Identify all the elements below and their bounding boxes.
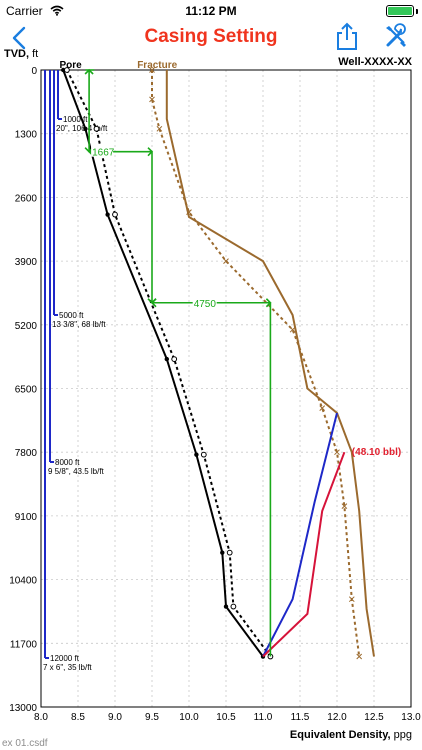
fracture-label: Fracture: [137, 60, 177, 71]
series-point: [93, 125, 100, 132]
series-point: [149, 67, 155, 73]
series-point: [149, 96, 155, 103]
series-point: [334, 449, 340, 456]
x-axis-title: Equivalent Density, ppg: [289, 729, 412, 741]
series-line-4: [262, 412, 338, 657]
casing-depth-label: 12000 ft: [50, 654, 80, 663]
y-tick-label: 0: [31, 66, 37, 77]
series-point: [105, 212, 110, 217]
arrow-label: 1667: [92, 148, 115, 159]
well-name-label: Well-XXXX-XX: [338, 56, 412, 68]
page-title: Casing Setting: [144, 26, 278, 47]
casing-depth-label: 1000 ft: [63, 115, 88, 124]
arrow-label-bg: [192, 296, 217, 308]
y-tick-label: 6500: [15, 385, 38, 396]
y-tick-label: 9100: [15, 512, 38, 523]
share-icon[interactable]: [334, 22, 360, 52]
x-tick-label: 10.5: [216, 712, 236, 723]
series-point: [356, 653, 363, 660]
series-point: [83, 126, 88, 131]
x-tick-label: 8.5: [71, 712, 85, 723]
series-point: [230, 603, 237, 610]
x-tick-label: 10.0: [179, 712, 199, 723]
series-point: [226, 549, 233, 556]
series-point: [223, 604, 229, 609]
wifi-icon: [50, 5, 64, 16]
wrench-screwdriver-icon[interactable]: [382, 23, 410, 51]
series-point: [194, 452, 199, 457]
y-tick-label: 5200: [15, 321, 38, 332]
series-point: [289, 326, 296, 333]
series-point: [156, 125, 163, 132]
clock: 11:12 PM: [185, 4, 237, 18]
carrier-label: Carrier: [6, 4, 43, 18]
y-tick-label: 2600: [15, 193, 38, 204]
x-tick-label: 12.5: [364, 712, 384, 723]
series-point: [186, 209, 192, 215]
series-point: [64, 67, 70, 73]
y-tick-label: 3900: [15, 257, 38, 268]
arrow-head: [150, 298, 157, 308]
battery-icon: [386, 5, 414, 17]
x-tick-label: 13.0: [401, 712, 421, 723]
series-point: [348, 596, 355, 603]
casing-depth-label: 8000 ft: [55, 458, 80, 467]
battery-tip: [416, 9, 418, 14]
series-point: [200, 451, 207, 458]
x-tick-label: 9.5: [145, 712, 159, 723]
plot-frame: [40, 69, 412, 708]
y-tick-label: 1300: [15, 130, 38, 141]
y-tick-label: 10400: [9, 576, 37, 587]
casing-size-label: 20", 106.4 lb/ft: [56, 124, 108, 133]
series-point: [223, 258, 229, 264]
volume-label: (48.10 bbl): [352, 447, 401, 458]
status-bar: Carrier 11:12 PM: [0, 0, 422, 20]
y-tick-label: 13000: [9, 703, 37, 714]
x-tick-label: 8.0: [34, 712, 48, 723]
chevron-left-icon[interactable]: [6, 24, 34, 52]
arrow-label: 4750: [194, 299, 217, 310]
series-line-1: [66, 69, 272, 658]
file-name-label: ex 01.csdf: [2, 738, 48, 749]
series-line-2: [165, 70, 375, 657]
casing-size-label: 13 3/8", 68 lb/ft: [52, 320, 106, 329]
x-tick-label: 9.0: [108, 712, 122, 723]
casing-size-label: 9 5/8", 43.5 lb/ft: [48, 467, 105, 476]
series-point: [319, 405, 326, 411]
arrow-label-bg: [91, 145, 114, 157]
y-tick-label: 7800: [15, 448, 38, 459]
nav-bar: Casing Setting: [0, 20, 422, 56]
series-point: [341, 503, 348, 509]
series-line-3: [151, 70, 361, 657]
y-axis-title: TVD, ft: [4, 48, 39, 60]
x-tick-label: 12.0: [327, 712, 347, 723]
series-point: [112, 211, 118, 218]
series-point: [171, 356, 178, 363]
series-line-5: [262, 451, 346, 658]
pore-label: Pore: [60, 60, 83, 71]
x-tick-label: 11.0: [254, 712, 273, 723]
y-tick-label: 11700: [10, 639, 38, 650]
series-point: [220, 550, 225, 555]
series-point: [164, 356, 169, 362]
casing-size-label: 7 x 6", 35 lb/ft: [43, 663, 92, 672]
casing-depth-label: 5000 ft: [59, 311, 84, 320]
x-tick-label: 11.5: [291, 712, 310, 723]
